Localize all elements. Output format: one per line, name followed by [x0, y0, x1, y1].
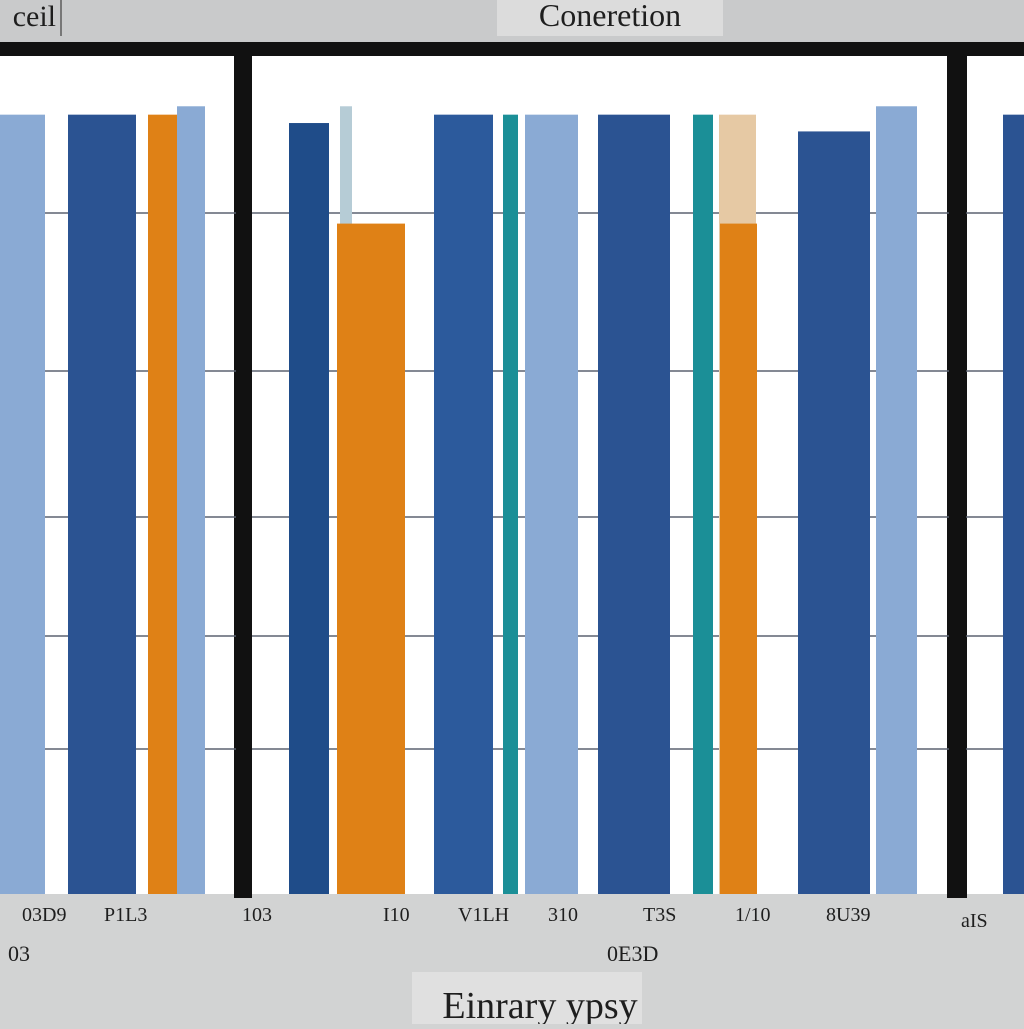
middle-panel-bar-6: [525, 114, 578, 894]
middle-panel-bar-1: [289, 123, 329, 895]
middle-panel-bar-11: [798, 131, 870, 895]
right-panel-bar-1: [1003, 114, 1024, 894]
middle-panel-bar-12: [876, 106, 917, 894]
tick-labels-group: 03D9 P1L3 103 03 I10 V1LH 310 T3S 1/10 8U39 0E3D aI…: [8, 904, 988, 966]
middle-panel-tick-label-5: 1/10: [735, 904, 771, 926]
left-panel-sub-label-1: 03: [8, 941, 30, 966]
bars-group: [0, 106, 1024, 895]
middle-panel-tick-label-2: V1LH: [458, 904, 509, 926]
middle-panel-tick-label-3: 310: [548, 904, 578, 926]
middle-panel-sub-label-1: 0E3D: [607, 941, 658, 966]
middle-panel-tick-label-1: I10: [383, 904, 410, 926]
left-panel-tick-label-3: 103: [242, 904, 272, 926]
panel-divider-2: [947, 56, 967, 898]
right-panel-tick-label-1: aIS: [961, 910, 988, 932]
left-panel-tick-label-1: 03D9: [22, 904, 66, 926]
panel-divider-1: [234, 56, 252, 898]
middle-panel-tick-label-4: T3S: [643, 904, 676, 926]
header-separator: [0, 42, 1024, 56]
x-axis-label: Einrary ypsy: [442, 985, 637, 1024]
middle-panel-bar-7: [598, 114, 670, 894]
middle-panel-bar-4: [434, 114, 493, 894]
middle-panel-bar-8: [693, 114, 713, 894]
header-left-title: ceil: [13, 0, 56, 33]
middle-panel-bar-5: [503, 114, 518, 894]
middle-panel-bar-10: [720, 223, 757, 895]
left-panel-bar-4: [177, 106, 205, 894]
chart-title: Coneretion: [539, 0, 681, 33]
left-panel-tick-label-2: P1L3: [104, 904, 147, 926]
left-panel-bar-2: [68, 114, 136, 894]
header-divider: [60, 0, 62, 36]
left-panel-bar-3: [148, 114, 177, 894]
left-panel-bar-1: [0, 114, 45, 894]
middle-panel-bar-3: [337, 223, 405, 895]
middle-panel-tick-label-6: 8U39: [826, 904, 870, 926]
title-box: [497, 0, 723, 36]
xlabel-box: [412, 972, 642, 1024]
